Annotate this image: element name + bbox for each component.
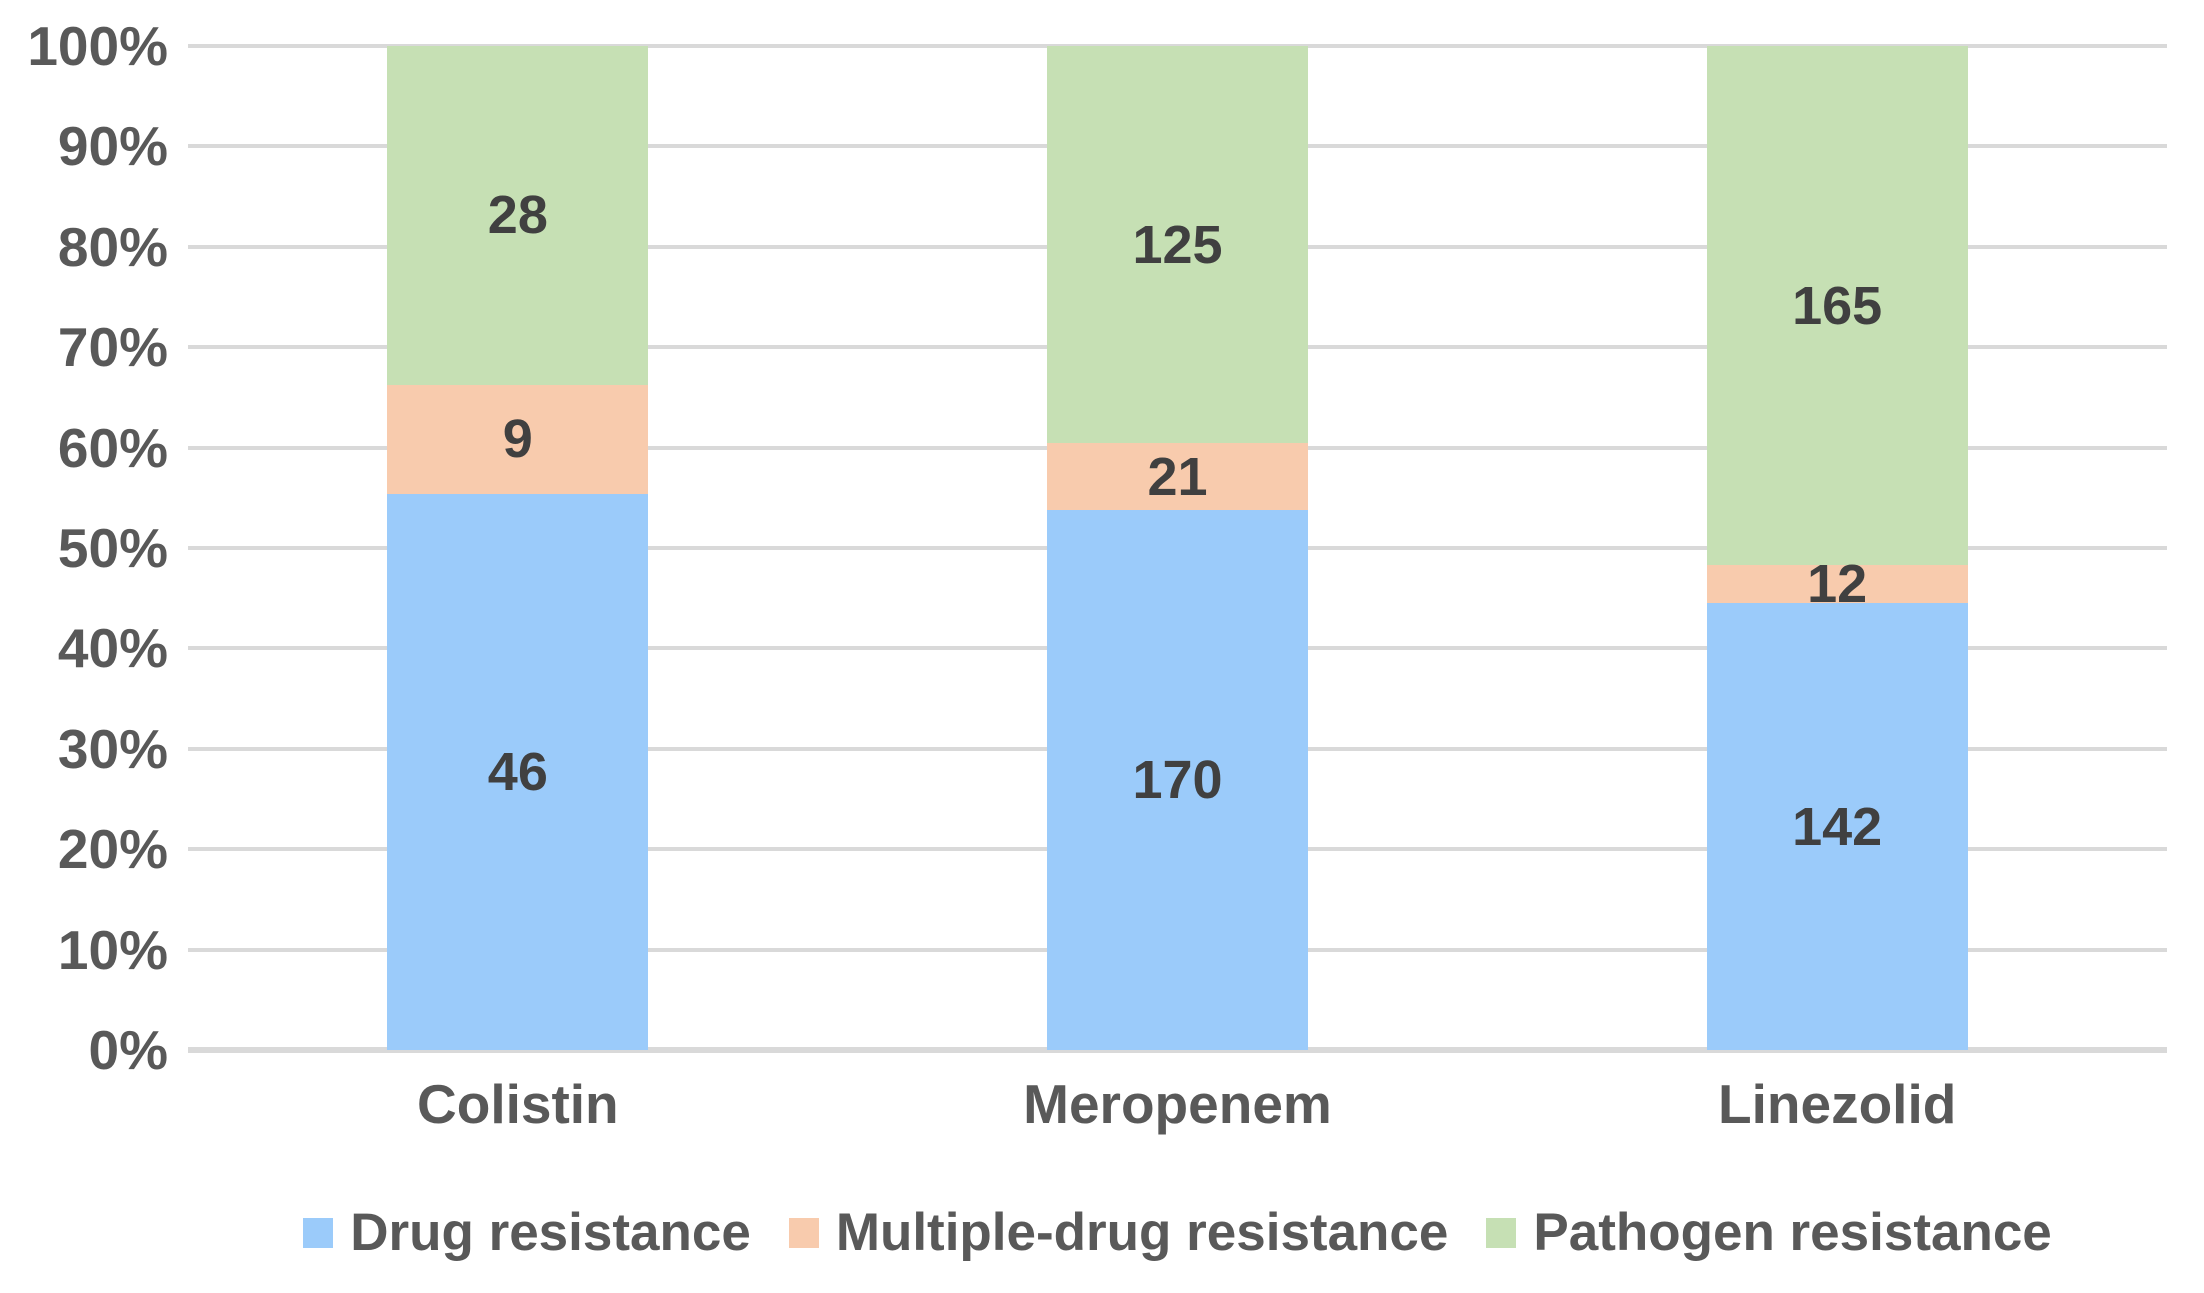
category-slot-meropenem: 170 21 125 [848, 46, 1508, 1050]
bar-segment-pathogen-resistance-linezolid: 165 [1706, 46, 1968, 566]
bar-segment-multiple-drug-resistance-meropenem: 21 [1047, 443, 1308, 510]
legend-label-multiple-drug-resistance: Multiple-drug resistance [835, 1203, 1449, 1262]
y-tick-label-90: 90% [57, 115, 168, 178]
legend-item-pathogen-resistance: Pathogen resistance [1486, 1203, 2052, 1263]
y-tick-label-50: 50% [57, 517, 168, 579]
legend-swatch-drug-resistance [303, 1218, 334, 1248]
category-label-linezolid: Linezolid [1718, 1073, 1957, 1135]
legend-label-drug-resistance: Drug resistance [350, 1203, 751, 1262]
y-tick-label-0: 0% [88, 1019, 169, 1081]
data-label: 125 [1132, 214, 1223, 275]
legend-swatch-multiple-drug-resistance [788, 1218, 819, 1248]
data-label: 142 [1792, 796, 1883, 857]
category-label-colistin: Colistin [417, 1073, 619, 1135]
legend-item-drug-resistance: Drug resistance [303, 1203, 751, 1263]
bar-segment-multiple-drug-resistance-linezolid: 12 [1706, 557, 1968, 611]
data-label: 21 [1147, 446, 1208, 507]
legend-swatch-pathogen-resistance [1486, 1218, 1517, 1248]
y-tick-label-40: 40% [57, 617, 168, 680]
legend-item-multiple-drug-resistance: Multiple-drug resistance [788, 1203, 1449, 1263]
y-tick-label-80: 80% [57, 215, 168, 278]
x-axis-line [188, 1047, 2167, 1053]
y-axis: 0% 10% 20% 30% 40% 50% 60% 70% 80% 90% 100% [0, 17, 168, 1079]
y-tick-label-10: 10% [57, 918, 168, 981]
gridline-100% [188, 44, 2167, 48]
bar-meropenem: 170 21 125 [1047, 46, 1308, 1050]
legend-label-pathogen-resistance: Pathogen resistance [1533, 1203, 2052, 1262]
data-label: 46 [487, 741, 548, 802]
y-tick-label-70: 70% [57, 316, 168, 379]
bar-segment-drug-resistance-colistin: 46 [387, 493, 649, 1050]
bar-colistin: 46 9 28 [387, 46, 649, 1050]
bar-segment-drug-resistance-linezolid: 142 [1706, 603, 1968, 1050]
data-label: 12 [1807, 554, 1868, 615]
legend: Drug resistance Multiple-drug resistance P… [188, 1200, 2167, 1266]
category-slot-colistin: 46 9 28 [188, 46, 848, 1050]
data-label: 9 [502, 409, 533, 470]
plot-area: 46 9 28 170 21 125 142 12 165 [188, 44, 2167, 1053]
category-label-meropenem: Meropenem [1023, 1073, 1332, 1135]
category-slot-linezolid: 142 12 165 [1507, 46, 2167, 1050]
bar-segment-pathogen-resistance-colistin: 28 [387, 46, 649, 385]
data-label: 165 [1792, 275, 1883, 336]
data-label: 28 [487, 185, 548, 246]
bar-segment-drug-resistance-meropenem: 170 [1047, 509, 1308, 1050]
bars-layer: 46 9 28 170 21 125 142 12 165 [188, 46, 2167, 1050]
y-tick-label-100: 100% [27, 15, 168, 77]
bar-segment-pathogen-resistance-meropenem: 125 [1047, 46, 1308, 444]
y-tick-label-20: 20% [57, 818, 168, 881]
y-tick-label-30: 30% [57, 717, 168, 780]
x-axis-category-labels: Colistin Meropenem Linezolid [188, 1072, 2167, 1136]
bar-segment-multiple-drug-resistance-colistin: 9 [387, 384, 649, 494]
bar-linezolid: 142 12 165 [1706, 46, 1968, 1050]
data-label: 170 [1132, 749, 1223, 810]
y-tick-label-60: 60% [57, 416, 168, 479]
